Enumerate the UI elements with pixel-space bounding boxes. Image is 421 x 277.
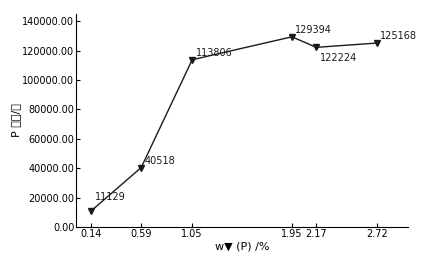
- Text: 122224: 122224: [320, 53, 357, 63]
- Text: 129394: 129394: [295, 25, 332, 35]
- Text: 125168: 125168: [380, 31, 416, 41]
- X-axis label: w▼ (P) /%: w▼ (P) /%: [215, 241, 269, 251]
- Text: 113806: 113806: [195, 48, 232, 58]
- Text: 11129: 11129: [95, 193, 125, 202]
- Y-axis label: P 强度/底: P 强度/底: [11, 104, 21, 137]
- Text: 40518: 40518: [144, 156, 175, 166]
